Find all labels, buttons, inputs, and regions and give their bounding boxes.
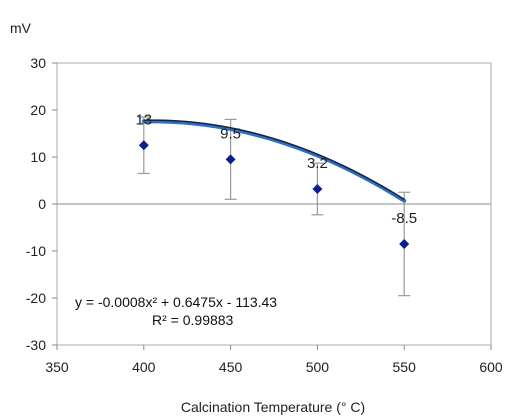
y-tick-label: -10 bbox=[26, 243, 46, 259]
x-axis-label: Calcination Temperature (° C) bbox=[181, 399, 365, 415]
y-unit-label: mV bbox=[10, 20, 32, 36]
data-point bbox=[225, 154, 236, 165]
y-tick-label: 0 bbox=[38, 196, 46, 212]
y-tick-label: -30 bbox=[26, 337, 46, 353]
data-label: -8.5 bbox=[391, 210, 417, 227]
y-axis: -30 -20 -10 0 10 20 30 bbox=[26, 55, 57, 353]
data-labels: 13 9.5 3.2 -8.5 bbox=[135, 111, 417, 227]
y-tick-label: 30 bbox=[30, 55, 46, 71]
trendline-curve bbox=[141, 119, 407, 203]
data-label: 3.2 bbox=[307, 155, 328, 172]
y-tick-label: 20 bbox=[30, 102, 46, 118]
x-tick-label: 600 bbox=[479, 359, 503, 375]
x-tick-label: 400 bbox=[132, 359, 156, 375]
data-point bbox=[312, 183, 323, 194]
trendline bbox=[141, 119, 407, 203]
trendline-r2: R² = 0.99883 bbox=[152, 312, 234, 328]
x-tick-label: 350 bbox=[45, 359, 69, 375]
data-label: 13 bbox=[135, 111, 152, 128]
y-tick-label: 10 bbox=[30, 149, 46, 165]
data-point bbox=[138, 140, 149, 151]
y-tick-label: -20 bbox=[26, 290, 46, 306]
x-tick-label: 500 bbox=[306, 359, 330, 375]
data-label: 9.5 bbox=[220, 125, 241, 142]
trendline-edge bbox=[143, 119, 405, 201]
x-axis: 350 400 450 500 550 600 bbox=[45, 345, 503, 375]
error-bars bbox=[137, 116, 411, 297]
x-tick-label: 550 bbox=[393, 359, 417, 375]
data-points bbox=[138, 140, 410, 249]
trendline-equation: y = -0.0008x² + 0.6475x - 113.43 bbox=[75, 294, 277, 310]
x-tick-label: 450 bbox=[219, 359, 243, 375]
data-point bbox=[399, 238, 410, 249]
